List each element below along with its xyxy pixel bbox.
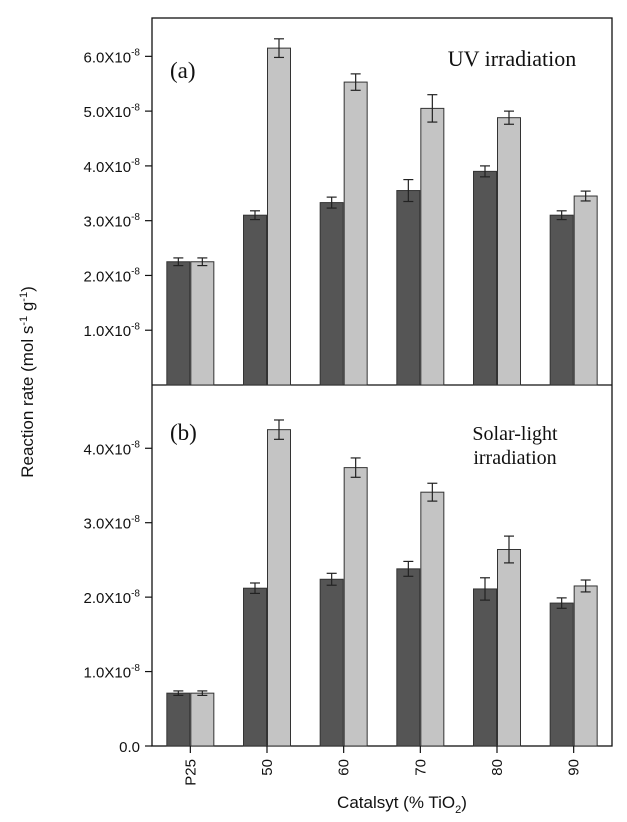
bar-60-series-1 <box>319 202 344 386</box>
panel-label: (b) <box>170 420 197 445</box>
y-tick-label: 3.0X10-8 <box>84 212 141 231</box>
x-axis-title: Catalsyt (% TiO2) <box>337 793 467 816</box>
y-tick-label: 3.0X10-8 <box>84 514 141 533</box>
y-tick-label: 1.0X10-8 <box>84 321 141 340</box>
x-tick-label: 50 <box>259 759 276 776</box>
bar-P25-series-2 <box>190 261 215 386</box>
bar-90-series-2 <box>573 585 598 747</box>
bar-90-series-1 <box>549 602 574 747</box>
bar-70-series-2 <box>420 107 445 386</box>
bar-70-series-2 <box>420 491 445 747</box>
y-tick-label: 2.0X10-8 <box>84 267 141 286</box>
bar-P25-series-1 <box>166 692 191 747</box>
bar-60-series-1 <box>319 578 344 747</box>
bar-P25-series-2 <box>190 692 215 747</box>
bar-60-series-2 <box>343 467 368 747</box>
panel-title: UV irradiation <box>448 46 577 71</box>
bar-P25-series-1 <box>166 261 191 386</box>
y-tick-label: 4.0X10-8 <box>84 440 141 459</box>
y-tick-label: 6.0X10-8 <box>84 48 141 67</box>
y-tick-label: 0.0 <box>119 739 140 756</box>
y-tick-label: 4.0X10-8 <box>84 157 141 176</box>
bar-70-series-1 <box>396 190 421 386</box>
x-tick-label: 60 <box>336 759 353 776</box>
bar-50-series-1 <box>243 214 267 386</box>
x-tick-label: 80 <box>489 759 506 776</box>
x-tick-label: 70 <box>412 759 429 776</box>
bar-50-series-2 <box>267 47 291 386</box>
x-tick-label: 90 <box>566 759 583 776</box>
bar-80-series-1 <box>473 588 497 747</box>
bar-80-series-2 <box>497 548 521 747</box>
x-tick-label: P25 <box>182 759 199 786</box>
y-axis-title: Reaction rate (mol s-1 g-1) <box>18 286 37 478</box>
y-tick-label: 2.0X10-8 <box>84 588 141 607</box>
panel-b: 0.0 1.0X10-8 2.0X10-8 3.0X10-8 4.0X10-8 (b) So… <box>84 419 598 756</box>
bar-80-series-2 <box>497 117 521 386</box>
plot-frame <box>151 17 613 747</box>
bar-60-series-2 <box>343 81 368 386</box>
y-tick-label: 1.0X10-8 <box>84 663 141 682</box>
bar-90-series-2 <box>573 195 598 386</box>
bar-80-series-1 <box>473 170 497 386</box>
panel-a: 1.0X10-8 2.0X10-8 3.0X10-8 4.0X10-8 5.0X10-8… <box>84 38 598 386</box>
y-tick-label: 5.0X10-8 <box>84 102 141 121</box>
bar-50-series-2 <box>267 429 291 747</box>
panel-label: (a) <box>170 58 196 83</box>
bar-90-series-1 <box>549 214 574 386</box>
bar-50-series-1 <box>243 587 267 747</box>
panel-title: Solar-light irradiation <box>472 423 558 469</box>
bar-70-series-1 <box>396 568 421 747</box>
